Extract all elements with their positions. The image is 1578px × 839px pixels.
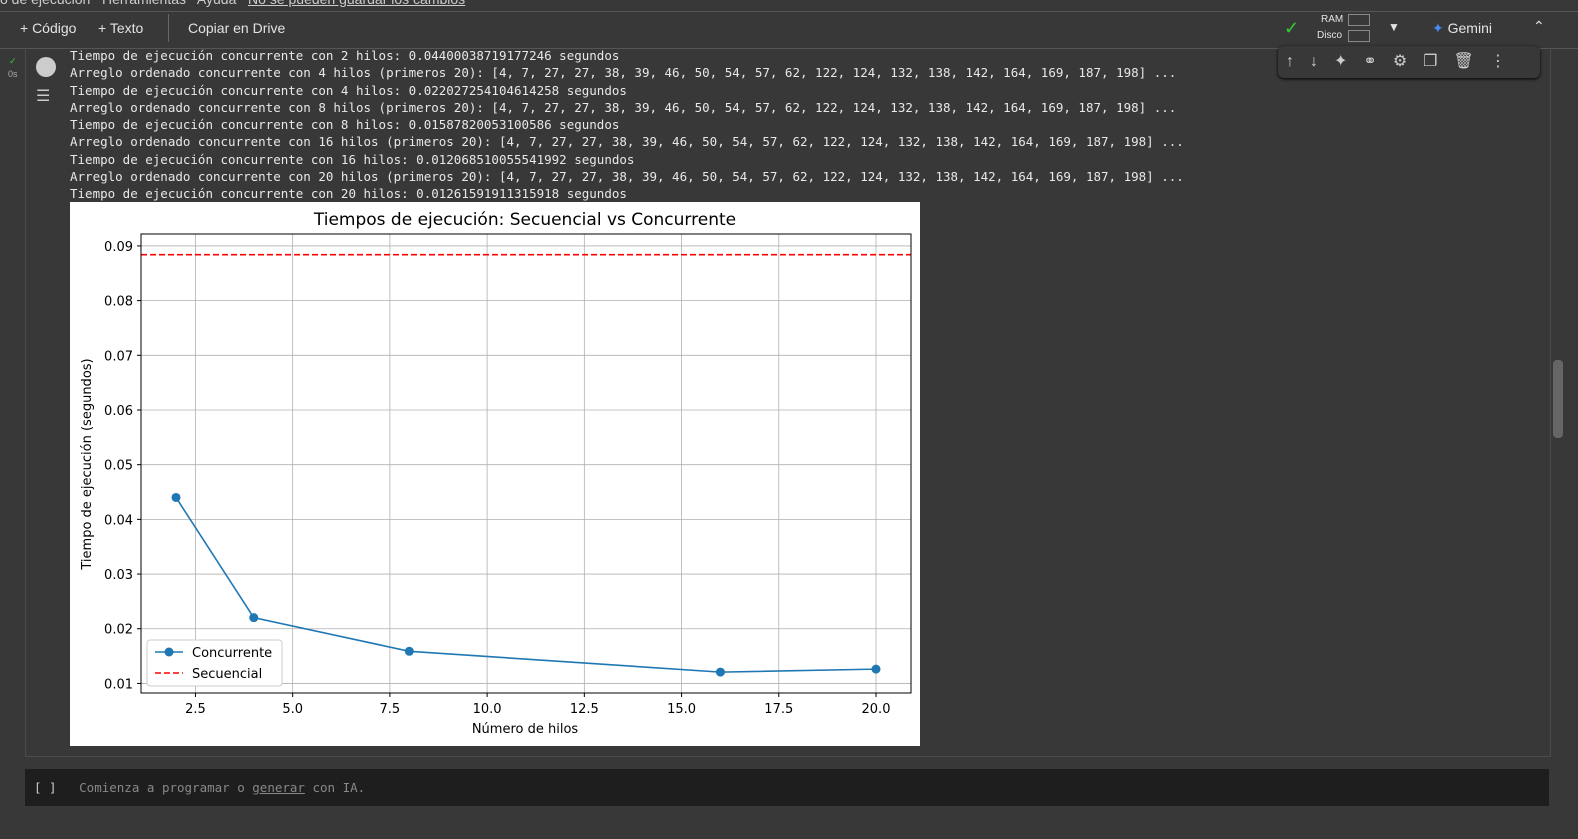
- x-tick-label: 10.0: [473, 702, 502, 717]
- y-tick-label: 0.09: [104, 240, 133, 255]
- menu: o de ejecución Herramientas Ayuda No se …: [0, 0, 465, 7]
- legend-label: Secuencial: [192, 667, 262, 682]
- generate-link[interactable]: generar: [252, 780, 305, 795]
- x-tick-label: 20.0: [862, 702, 891, 717]
- axes-frame: [140, 233, 912, 694]
- point: [404, 646, 414, 656]
- output-line: Arreglo ordenado concurrente con 4 hilos…: [70, 65, 1177, 81]
- cell-toolbar[interactable]: ↑↓✦⚭⚙❐🗑⋮: [1278, 46, 1540, 78]
- new-cell[interactable]: [ ] Comienza a programar o generar con I…: [25, 769, 1549, 806]
- add-code[interactable]: + Código: [20, 20, 77, 36]
- y-label: Tiempo de ejecución (segundos): [80, 358, 95, 570]
- gemini[interactable]: ✦ Gemini: [1432, 20, 1492, 36]
- menu-item[interactable]: Herramientas: [102, 0, 186, 7]
- y-tick-label: 0.07: [104, 349, 133, 364]
- cell: [25, 48, 1551, 757]
- output-line: Tiempo de ejecución concurrente con 8 hi…: [70, 117, 620, 133]
- chart-title: Tiempos de ejecución: Secuencial vs Conc…: [313, 210, 736, 230]
- output-line: Tiempo de ejecución concurrente con 16 h…: [70, 151, 635, 167]
- y-tick-label: 0.03: [104, 568, 133, 583]
- output-line: Arreglo ordenado concurrente con 20 hilo…: [70, 169, 1184, 185]
- x-tick-label: 12.5: [570, 702, 599, 717]
- x-label: Número de hilos: [472, 722, 579, 737]
- disk[interactable]: Disco: [1317, 30, 1343, 41]
- x-tick-label: 15.0: [667, 702, 696, 717]
- y-tick-label: 0.04: [104, 513, 133, 528]
- x-tick-label: 2.5: [185, 702, 206, 717]
- output: Tiempo de ejecución concurrente con 2 hi…: [70, 47, 1184, 203]
- x-tick-label: 17.5: [764, 702, 793, 717]
- y-tick-label: 0.01: [104, 677, 133, 692]
- output-line: Tiempo de ejecución concurrente con 2 hi…: [70, 48, 620, 63]
- collapse[interactable]: ⌃: [1533, 18, 1545, 34]
- menu-item[interactable]: o de ejecución: [0, 0, 90, 7]
- output-line: Arreglo ordenado concurrente con 16 hilo…: [70, 134, 1184, 150]
- prompt-rest: con IA.: [312, 780, 366, 795]
- notice[interactable]: No se pueden guardar los cambios: [248, 0, 465, 7]
- point: [871, 664, 881, 674]
- add-text[interactable]: + Texto: [98, 20, 144, 36]
- check: ✓: [1284, 18, 1300, 38]
- ram[interactable]: RAM: [1321, 14, 1344, 25]
- run-button[interactable]: [36, 57, 56, 77]
- brackets: [ ]: [34, 780, 57, 795]
- ram-bar: [1348, 14, 1370, 26]
- y-tick-label: 0.06: [104, 404, 133, 419]
- y-tick-label: 0.02: [104, 623, 133, 638]
- menu-item[interactable]: Ayuda: [197, 0, 236, 7]
- toolbar: [0, 11, 1578, 49]
- point: [715, 667, 725, 677]
- separator: [168, 14, 169, 42]
- dropdown[interactable]: ▼: [1388, 20, 1400, 34]
- y-tick-label: 0.05: [104, 459, 133, 474]
- scrollbar[interactable]: [1553, 360, 1563, 438]
- cell-check: ✓: [9, 56, 17, 66]
- point: [171, 492, 181, 502]
- y-tick-label: 0.08: [104, 295, 133, 310]
- disk-bar: [1348, 30, 1370, 42]
- output-line: Arreglo ordenado concurrente con 8 hilos…: [70, 99, 1177, 115]
- output-line: Tiempo de ejecución concurrente con 4 hi…: [70, 82, 627, 98]
- point: [249, 613, 259, 623]
- chart: Tiempos de ejecución: Secuencial vs Conc…: [70, 202, 920, 746]
- output-line: Tiempo de ejecución concurrente con 20 h…: [70, 186, 627, 202]
- x-tick-label: 5.0: [282, 702, 303, 717]
- x-tick-label: 7.5: [380, 702, 401, 717]
- prompt: Comienza a programar o: [79, 780, 245, 795]
- legend-label: Concurrente: [192, 646, 272, 661]
- output-menu[interactable]: ☰: [36, 88, 51, 105]
- legend-marker: [164, 647, 174, 657]
- gemini-label[interactable]: Gemini: [1447, 20, 1492, 36]
- copy-drive[interactable]: Copiar en Drive: [188, 20, 286, 36]
- cell-time: 0s: [8, 69, 18, 79]
